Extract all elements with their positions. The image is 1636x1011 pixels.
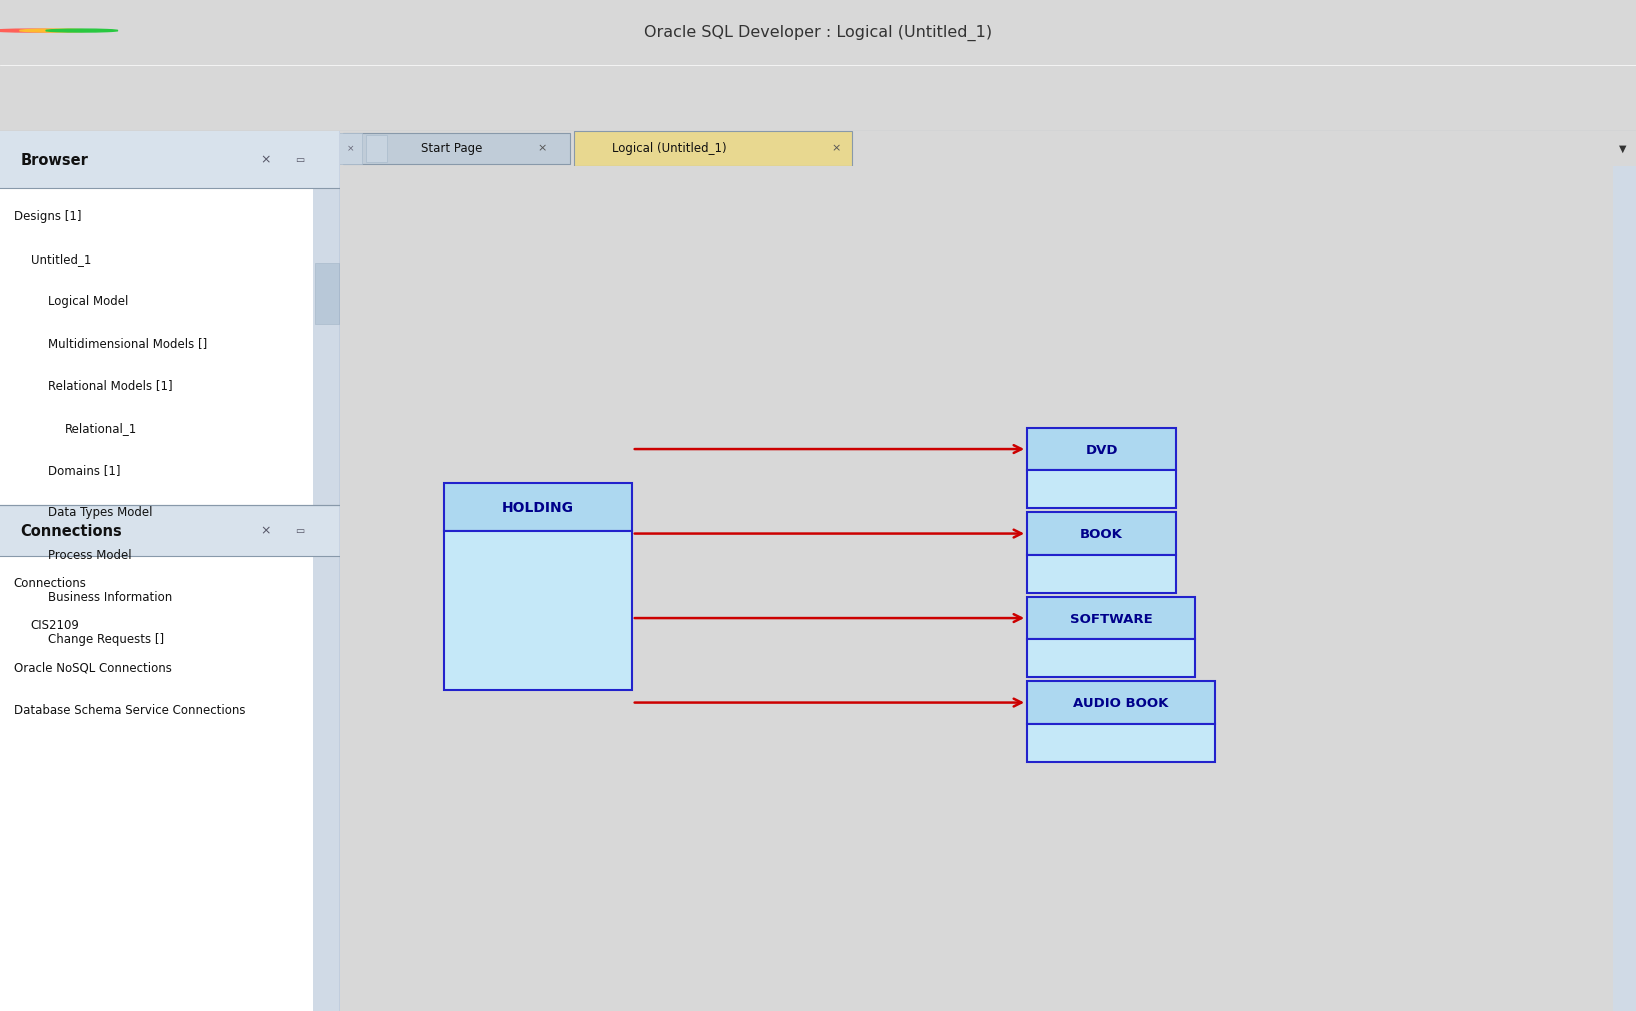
FancyBboxPatch shape — [1027, 513, 1176, 555]
Text: DVD: DVD — [1085, 443, 1117, 456]
Text: ×: × — [538, 144, 546, 154]
Text: ▭: ▭ — [294, 526, 304, 536]
Text: Oracle SQL Developer : Logical (Untitled_1): Oracle SQL Developer : Logical (Untitled… — [645, 24, 991, 41]
Text: Start Page: Start Page — [420, 142, 483, 155]
FancyBboxPatch shape — [312, 189, 340, 506]
Text: Data Types Model: Data Types Model — [47, 506, 152, 519]
FancyBboxPatch shape — [574, 131, 852, 167]
Circle shape — [20, 30, 92, 33]
Text: Logical (Untitled_1): Logical (Untitled_1) — [612, 142, 726, 155]
FancyBboxPatch shape — [366, 135, 388, 163]
FancyBboxPatch shape — [344, 133, 569, 165]
FancyBboxPatch shape — [443, 483, 631, 532]
FancyBboxPatch shape — [0, 506, 340, 556]
Text: Domains [1]: Domains [1] — [47, 464, 119, 476]
FancyBboxPatch shape — [312, 556, 340, 1011]
FancyBboxPatch shape — [1027, 640, 1196, 677]
Circle shape — [0, 30, 65, 33]
FancyBboxPatch shape — [1027, 681, 1216, 724]
Text: SOFTWARE: SOFTWARE — [1070, 612, 1153, 625]
Text: ▼: ▼ — [1620, 144, 1626, 154]
FancyBboxPatch shape — [0, 189, 340, 506]
Text: Database Schema Service Connections: Database Schema Service Connections — [13, 703, 245, 716]
Text: HOLDING: HOLDING — [502, 500, 574, 515]
Text: ×: × — [260, 154, 270, 167]
FancyBboxPatch shape — [339, 133, 362, 165]
Text: ×: × — [831, 144, 841, 154]
Text: ▭: ▭ — [294, 155, 304, 165]
FancyBboxPatch shape — [1027, 724, 1216, 762]
Text: Relational Models [1]: Relational Models [1] — [47, 379, 172, 392]
Text: ×: × — [260, 525, 270, 537]
Text: Change Requests []: Change Requests [] — [47, 633, 164, 645]
Text: Designs [1]: Designs [1] — [13, 210, 82, 223]
FancyBboxPatch shape — [1613, 167, 1636, 1011]
FancyBboxPatch shape — [314, 263, 339, 325]
Text: Connections: Connections — [20, 524, 123, 538]
Text: Oracle NoSQL Connections: Oracle NoSQL Connections — [13, 660, 172, 673]
Text: Untitled_1: Untitled_1 — [31, 253, 92, 266]
Text: Browser: Browser — [20, 153, 88, 168]
Text: AUDIO BOOK: AUDIO BOOK — [1073, 697, 1168, 710]
Text: Relational_1: Relational_1 — [65, 422, 137, 435]
Text: ×: × — [347, 144, 355, 153]
FancyBboxPatch shape — [1027, 598, 1196, 640]
Text: Business Information: Business Information — [47, 590, 172, 604]
FancyBboxPatch shape — [1027, 429, 1176, 471]
FancyBboxPatch shape — [0, 131, 340, 189]
Text: Process Model: Process Model — [47, 548, 131, 561]
FancyBboxPatch shape — [0, 556, 340, 1011]
Text: BOOK: BOOK — [1080, 528, 1122, 541]
Circle shape — [46, 30, 118, 33]
FancyBboxPatch shape — [1027, 555, 1176, 593]
FancyBboxPatch shape — [443, 532, 631, 691]
FancyBboxPatch shape — [1027, 471, 1176, 509]
Text: Multidimensional Models []: Multidimensional Models [] — [47, 337, 206, 350]
Text: Connections: Connections — [13, 576, 87, 589]
Text: Logical Model: Logical Model — [47, 294, 128, 307]
Text: CIS2109: CIS2109 — [31, 619, 80, 631]
